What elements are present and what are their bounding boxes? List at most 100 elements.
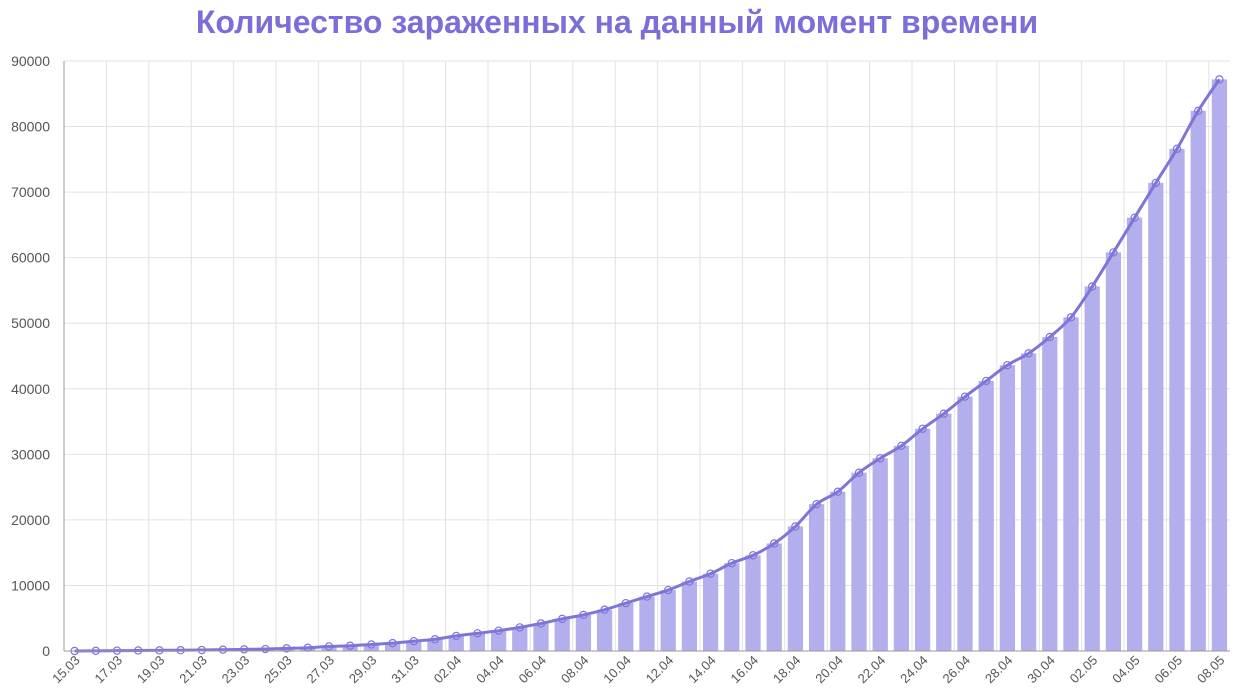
point-03.04 — [473, 629, 482, 638]
bar-08.04 — [575, 614, 592, 651]
y-tick-label: 70000 — [11, 184, 50, 200]
point-17.04 — [770, 539, 779, 548]
x-tick-label: 25.03 — [261, 653, 295, 687]
bar-08.05 — [1211, 79, 1228, 652]
y-tick-label: 60000 — [11, 250, 50, 266]
bar-03.04 — [469, 633, 486, 651]
x-tick-label: 06.04 — [516, 653, 550, 687]
point-07.05 — [1193, 106, 1203, 116]
bar-20.04 — [830, 491, 846, 651]
point-05.04 — [515, 623, 525, 632]
bar-06.05 — [1169, 148, 1185, 651]
x-tick-label: 12.04 — [643, 653, 677, 687]
point-26.04 — [960, 392, 970, 401]
series-line — [74, 78, 1221, 653]
point-22.03 — [218, 645, 228, 654]
bar-06.04 — [533, 623, 549, 651]
point-21.04 — [854, 468, 864, 477]
point-06.05 — [1172, 144, 1182, 154]
bar-10.04 — [618, 603, 634, 651]
point-23.04 — [897, 441, 906, 451]
bar-02.04 — [448, 635, 464, 651]
point-19.03 — [155, 646, 164, 655]
point-19.04 — [812, 499, 821, 509]
y-tick-label: 80000 — [11, 119, 50, 135]
x-tick-label: 18.04 — [770, 653, 804, 687]
point-30.03 — [388, 638, 397, 648]
bar-26.04 — [957, 396, 973, 651]
bar-12.04 — [660, 590, 676, 651]
point-10.04 — [621, 598, 631, 608]
x-tick-label: 17.03 — [92, 653, 126, 687]
point-02.04 — [452, 631, 461, 641]
grid-layer — [64, 60, 1230, 652]
point-08.05 — [1215, 75, 1224, 84]
y-tick-label: 20000 — [11, 512, 50, 528]
x-tick-label: 27.03 — [304, 653, 338, 687]
point-09.04 — [600, 605, 609, 614]
point-27.03 — [324, 642, 334, 651]
x-tick-label: 21.03 — [176, 653, 210, 687]
x-tick-label: 15.03 — [49, 653, 83, 687]
bar-18.04 — [787, 526, 804, 651]
point-20.04 — [833, 487, 843, 496]
x-tick-label: 16.04 — [728, 653, 762, 687]
x-tick-label: 30.04 — [1024, 653, 1058, 687]
y-tick-label: 10000 — [11, 577, 50, 593]
bar-25.04 — [936, 413, 952, 651]
point-07.04 — [558, 614, 567, 624]
bar-31.03 — [406, 641, 422, 651]
bar-04.04 — [490, 630, 507, 651]
point-layer — [70, 75, 1224, 656]
chart-title: Количество зараженных на данный момент в… — [195, 4, 1039, 40]
point-28.04 — [1003, 360, 1012, 370]
point-24.04 — [918, 424, 927, 433]
axis-layer — [63, 61, 1230, 652]
point-06.04 — [536, 619, 546, 628]
point-29.03 — [367, 640, 376, 649]
point-01.04 — [430, 635, 440, 644]
x-tick-label: 02.05 — [1067, 653, 1101, 687]
point-21.03 — [197, 645, 206, 655]
y-tick-label: 90000 — [11, 53, 50, 69]
point-14.04 — [706, 569, 715, 578]
line-layer — [74, 78, 1221, 653]
y-tick-label: 50000 — [11, 315, 50, 331]
point-20.03 — [176, 646, 185, 655]
point-27.04 — [982, 376, 991, 386]
point-30.04 — [1045, 332, 1055, 342]
point-12.04 — [664, 585, 673, 595]
point-28.03 — [346, 641, 355, 650]
bar-11.04 — [639, 596, 655, 651]
point-08.04 — [579, 610, 588, 620]
y-tick-label: 30000 — [11, 446, 50, 462]
point-25.04 — [939, 409, 949, 418]
bar-05.05 — [1148, 182, 1164, 651]
bar-05.04 — [512, 627, 528, 651]
bar-07.04 — [554, 618, 570, 651]
bar-30.04 — [1042, 336, 1058, 651]
bar-layer — [88, 79, 1228, 652]
bar-28.03 — [342, 645, 358, 651]
point-23.03 — [239, 645, 249, 654]
y-tick-label: 0 — [42, 643, 50, 659]
point-16.04 — [748, 551, 758, 560]
point-18.04 — [791, 522, 800, 531]
y-tick-label: 40000 — [11, 381, 50, 397]
x-tick-label: 26.04 — [940, 653, 974, 687]
bar-28.04 — [999, 365, 1016, 651]
bar-27.03 — [321, 646, 337, 651]
bar-23.04 — [893, 445, 910, 651]
point-22.04 — [876, 454, 885, 463]
point-25.03 — [282, 644, 291, 653]
x-tick-label: 08.04 — [558, 653, 592, 687]
x-tick-label: 22.04 — [855, 653, 889, 687]
bar-17.04 — [766, 543, 782, 651]
x-tick-label: 02.04 — [431, 653, 465, 687]
bar-13.04 — [681, 581, 698, 651]
x-tick-label: 08.05 — [1194, 653, 1228, 687]
x-tick-label: 10.04 — [600, 653, 634, 687]
point-04.05 — [1130, 213, 1139, 222]
point-18.03 — [133, 646, 143, 655]
x-tick-label: 04.04 — [473, 653, 507, 687]
